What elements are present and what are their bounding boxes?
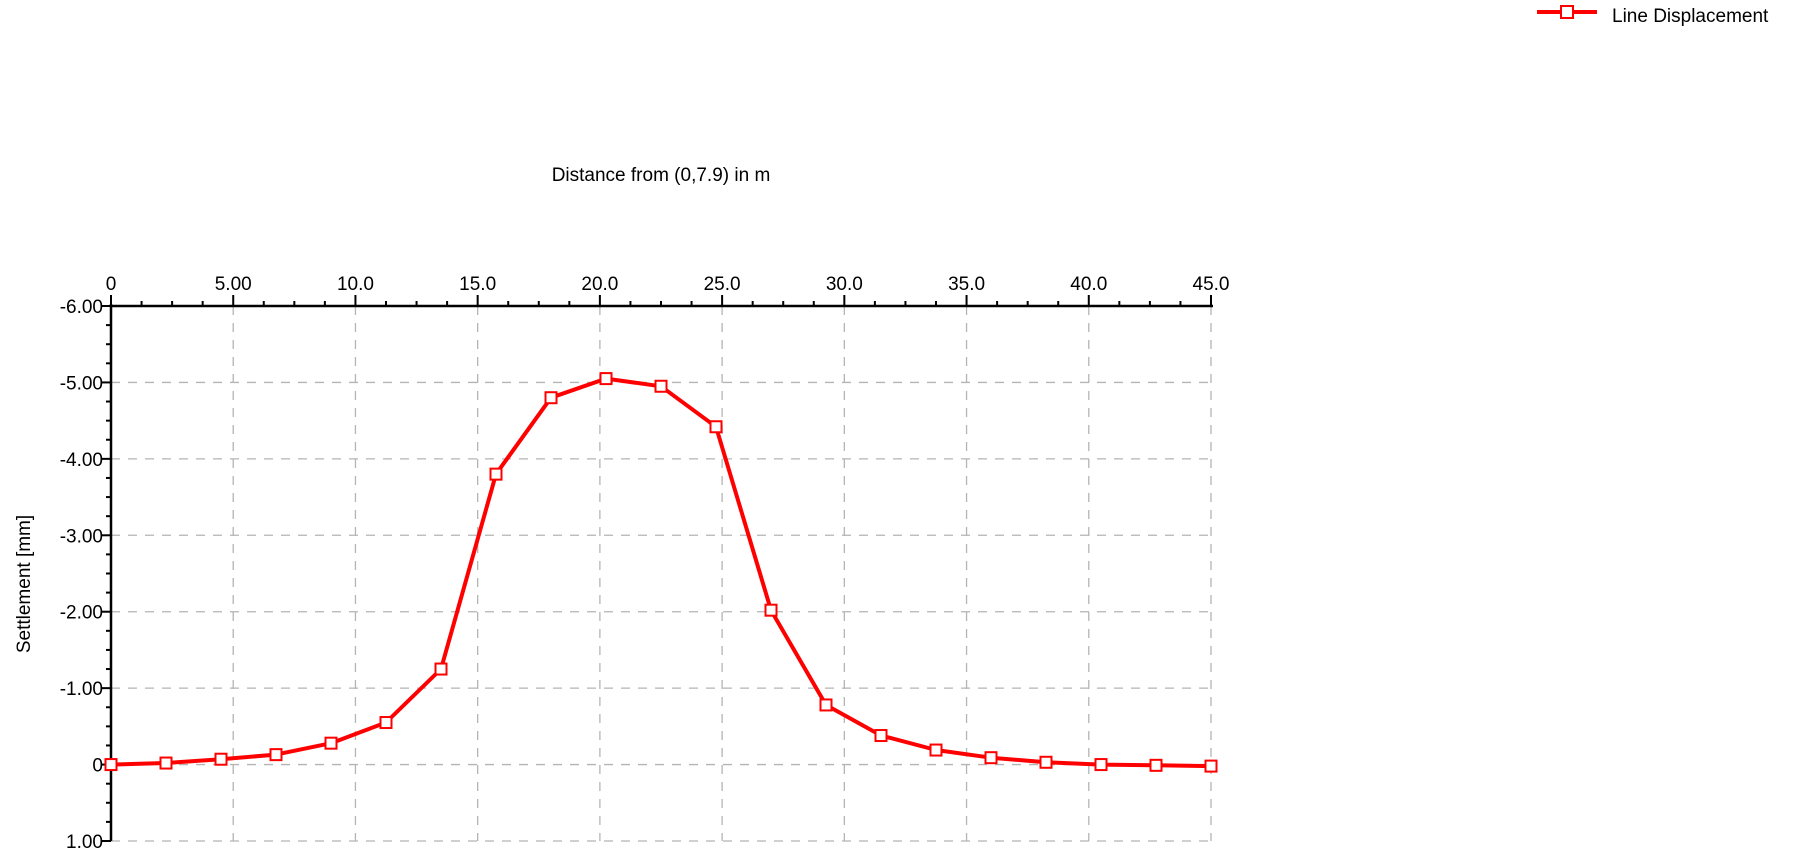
data-point-marker — [929, 743, 943, 757]
legend[interactable]: Line Displacement — [1537, 5, 1769, 27]
y-tick-label: 0 — [92, 756, 103, 777]
data-point-marker — [269, 748, 283, 762]
data-point-marker — [654, 379, 668, 393]
data-point-marker — [324, 736, 338, 750]
y-tick-label: -2.00 — [60, 603, 103, 624]
data-point-marker — [709, 420, 723, 434]
y-axis-title: Settlement [mm] — [14, 515, 35, 653]
series-line — [110, 376, 1212, 769]
data-point-marker — [379, 716, 393, 730]
series-layer — [104, 372, 1218, 773]
x-tick-label: 15.0 — [459, 274, 496, 295]
x-tick-label: 0 — [106, 274, 117, 295]
data-point-marker — [104, 758, 118, 772]
y-axis-ticks: -6.00 -5.00 -4.00 -3.00 -2.00 -1.00 0 1.00 — [60, 297, 111, 852]
data-point-marker — [819, 698, 833, 712]
y-tick-label: -1.00 — [60, 679, 103, 700]
data-point-marker — [214, 752, 228, 766]
x-axis-title: Distance from (0,7.9) in m — [552, 165, 771, 186]
x-tick-label: 10.0 — [337, 274, 374, 295]
data-point-marker — [984, 751, 998, 765]
x-tick-label: 40.0 — [1070, 274, 1107, 295]
data-point-marker — [434, 662, 448, 676]
data-point-marker — [1149, 758, 1163, 772]
data-point-marker — [159, 756, 173, 770]
x-tick-label: 5.00 — [215, 274, 252, 295]
y-tick-label: -4.00 — [60, 450, 103, 471]
data-point-marker — [489, 467, 503, 481]
data-point-marker — [1039, 755, 1053, 769]
legend-marker-swatch — [1560, 5, 1574, 19]
y-tick-label: -5.00 — [60, 373, 103, 394]
data-point-marker — [599, 372, 613, 386]
y-tick-label: -6.00 — [60, 297, 103, 318]
y-tick-label: -3.00 — [60, 526, 103, 547]
x-tick-label: 45.0 — [1193, 274, 1230, 295]
data-point-marker — [544, 391, 558, 405]
x-axis-ticks: 0 5.00 10.0 15.0 20.0 25.0 30.0 35.0 40.0 45.0 — [106, 274, 1230, 306]
legend-label: Line Displacement — [1612, 6, 1769, 27]
data-point-marker — [874, 729, 888, 743]
data-point-marker — [1204, 759, 1218, 773]
x-tick-label: 30.0 — [826, 274, 863, 295]
x-tick-label: 20.0 — [581, 274, 618, 295]
x-tick-label: 25.0 — [704, 274, 741, 295]
x-tick-label: 35.0 — [948, 274, 985, 295]
data-point-marker — [764, 603, 778, 617]
y-tick-label: 1.00 — [66, 832, 103, 852]
data-point-marker — [1094, 758, 1108, 772]
